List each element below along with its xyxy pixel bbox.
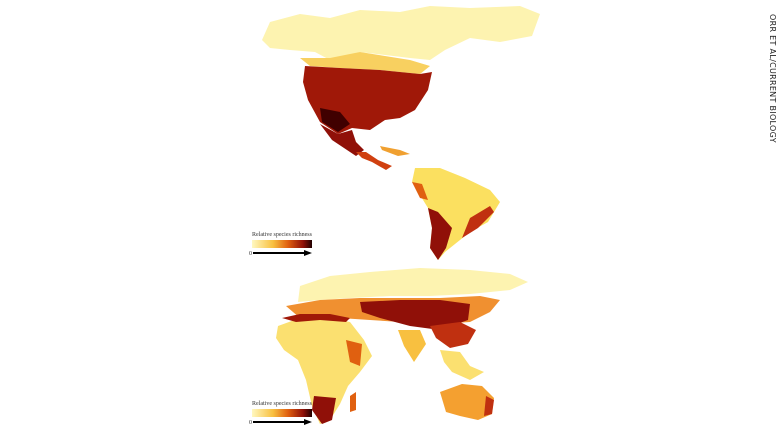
southern-africa bbox=[312, 396, 336, 424]
legend-arrowhead bbox=[304, 250, 312, 256]
afro-eurasia-map bbox=[276, 268, 528, 424]
us-hotspot bbox=[320, 108, 350, 132]
north-africa-coast bbox=[282, 314, 350, 322]
brazil-coast bbox=[462, 206, 494, 238]
australia-east bbox=[484, 396, 494, 416]
central-america bbox=[356, 152, 392, 170]
china-south bbox=[430, 322, 476, 348]
se-asia bbox=[440, 350, 484, 380]
andes-south bbox=[428, 208, 452, 260]
legend-arrowhead bbox=[304, 419, 312, 425]
legend: Relative species richness 0 bbox=[249, 401, 313, 426]
americas-map bbox=[262, 6, 540, 260]
caribbean bbox=[380, 146, 410, 156]
legend-gradient bbox=[252, 409, 312, 417]
andes-north bbox=[412, 182, 428, 200]
mexico bbox=[320, 124, 364, 156]
legend-min-label: 0 bbox=[249, 420, 252, 426]
united-states bbox=[303, 66, 432, 134]
legend-min-label: 0 bbox=[249, 251, 252, 257]
india bbox=[398, 330, 426, 362]
australia bbox=[440, 384, 494, 420]
legend: Relative species richness 0 bbox=[249, 232, 313, 257]
image-credit: ORR ET AL/CURRENT BIOLOGY bbox=[768, 14, 777, 143]
mountain-hotspot bbox=[360, 300, 470, 330]
legend-title: Relative species richness bbox=[252, 401, 313, 407]
canada-greenland bbox=[262, 6, 540, 60]
north-boreal bbox=[300, 52, 430, 74]
madagascar bbox=[350, 392, 356, 412]
legend-title: Relative species richness bbox=[252, 232, 313, 238]
legend-gradient bbox=[252, 240, 312, 248]
russia bbox=[298, 268, 528, 302]
east-africa bbox=[346, 340, 362, 366]
